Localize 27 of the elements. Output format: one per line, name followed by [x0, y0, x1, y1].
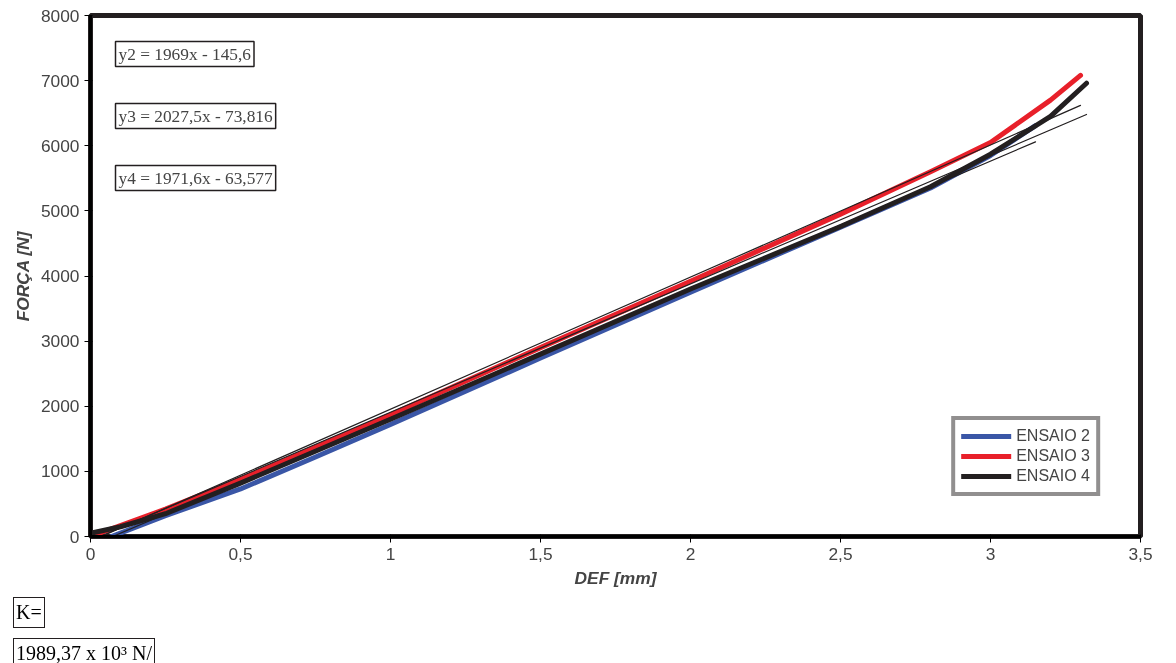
legend-label: ENSAIO 3: [1016, 447, 1090, 465]
x-tick-label: 3: [985, 543, 996, 564]
y-axis-title: FORÇA [N]: [12, 230, 33, 322]
annotation: y4 = 1971,6x - 63,577: [118, 168, 273, 188]
legend-label: ENSAIO 4: [1016, 467, 1090, 485]
y-tick-label: 2000: [40, 396, 80, 417]
y-tick-label: 8000: [40, 5, 80, 26]
annotation: y3 = 2027,5x - 73,816: [118, 106, 273, 126]
annotation: y2 = 1969x - 145,6: [118, 44, 252, 64]
x-tick-label: 0,5: [228, 543, 253, 564]
y-tick-label: 4000: [40, 266, 80, 286]
y-tick-label: 0: [69, 526, 80, 547]
y-tick-label: 6000: [40, 135, 80, 156]
y-tick-label: 7000: [40, 70, 80, 91]
x-tick-label: 1: [385, 543, 396, 564]
text: K=: [13, 597, 45, 628]
x-axis-title: DEF [mm]: [574, 567, 658, 588]
y-tick-label: 5000: [40, 200, 80, 221]
x-tick-label: 2,5: [828, 543, 853, 564]
legend-label: ENSAIO 2: [1016, 427, 1090, 445]
x-tick-label: 2: [685, 543, 696, 564]
y-tick-label: 3000: [40, 331, 80, 352]
text: 1989,37 x 10³ N/: [13, 637, 155, 663]
x-tick-label: 0: [85, 543, 96, 564]
y-tick-label: 1000: [40, 461, 80, 482]
x-tick-label: 3,5: [1128, 543, 1153, 564]
x-tick-label: 1,5: [528, 543, 553, 564]
